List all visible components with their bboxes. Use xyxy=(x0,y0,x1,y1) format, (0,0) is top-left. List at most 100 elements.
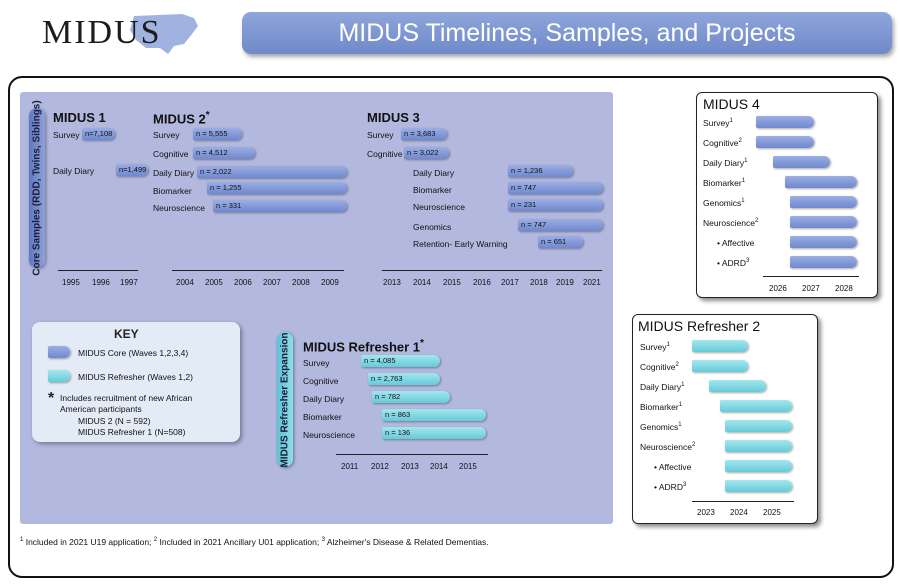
key-core-label: MIDUS Core (Waves 1,2,3,4) xyxy=(78,348,189,358)
refresher2-row-label: Daily Diary1 xyxy=(640,382,685,392)
refresher2-bar xyxy=(725,420,792,432)
midus4-bar xyxy=(790,256,857,268)
midus3-tick: 2016 xyxy=(473,278,491,287)
refresher2-tick: 2025 xyxy=(763,508,781,517)
refresher2-bar xyxy=(692,360,748,372)
midus2-cognitive-bar: n = 4,512 xyxy=(193,147,255,159)
refresher1-cognitive-bar: n = 2,763 xyxy=(368,373,440,385)
midus1-diary-label: Daily Diary xyxy=(53,166,95,176)
midus1-survey-label: Survey xyxy=(53,130,80,140)
midus3-genomics-label: Genomics xyxy=(413,222,452,232)
midus4-row-label: Neuroscience2 xyxy=(703,218,759,228)
core-samples-panel xyxy=(20,92,613,524)
midus4-tick: 2028 xyxy=(835,284,853,293)
refresher1-neuroscience-label: Neuroscience xyxy=(303,430,355,440)
refresher2-bar xyxy=(725,440,792,452)
refresher1-tick: 2015 xyxy=(459,462,477,471)
refresher1-biomarker-label: Biomarker xyxy=(303,412,342,422)
midus4-bar xyxy=(790,196,857,208)
refresher2-row-label: Genomics1 xyxy=(640,422,682,432)
midus2-title: MIDUS 2* xyxy=(153,110,210,127)
key-core-swatch xyxy=(48,346,70,358)
refresher2-tick: 2024 xyxy=(730,508,748,517)
midus4-bar xyxy=(756,116,814,128)
midus2-cognitive-label: Cognitive xyxy=(153,149,189,159)
midus3-biomarker-bar: n = 747 xyxy=(508,182,603,194)
midus3-survey-label: Survey xyxy=(367,130,394,140)
midus1-tick: 1997 xyxy=(120,278,138,287)
midus3-neuroscience-label: Neuroscience xyxy=(413,202,465,212)
refresher2-axis xyxy=(692,501,794,502)
midus3-retention-bar: n = 651 xyxy=(538,236,583,248)
midus-logo: MIDUS xyxy=(42,14,162,51)
midus1-axis xyxy=(58,270,138,271)
midus4-bar xyxy=(773,156,830,168)
midus3-tick: 2013 xyxy=(383,278,401,287)
refresher2-row-label: Biomarker1 xyxy=(640,402,683,412)
refresher1-neuroscience-bar: n = 136 xyxy=(382,427,486,439)
refresher1-title: MIDUS Refresher 1* xyxy=(303,338,424,355)
us-map-logo-icon xyxy=(130,14,198,54)
midus4-row-label: Daily Diary1 xyxy=(703,158,748,168)
refresher-expansion-side-label: MIDUS Refresher Expansion xyxy=(277,332,293,467)
refresher2-bar xyxy=(720,400,792,412)
refresher2-bar xyxy=(709,380,766,392)
midus2-survey-label: Survey xyxy=(153,130,180,140)
refresher1-survey-bar: n = 4,085 xyxy=(361,355,440,367)
core-samples-side-text: Core Samples (RDD, Twins, Siblings) xyxy=(31,100,43,276)
midus3-tick: 2018 xyxy=(530,278,548,287)
refresher2-title: MIDUS Refresher 2 xyxy=(638,318,761,334)
midus4-bar xyxy=(790,236,857,248)
midus4-row-label: • ADRD3 xyxy=(717,258,750,268)
midus2-tick: 2006 xyxy=(234,278,252,287)
midus3-diary-bar: n = 1,236 xyxy=(508,165,573,177)
midus3-tick: 2021 xyxy=(583,278,601,287)
refresher2-row-label: Survey1 xyxy=(640,342,670,352)
refresher2-tick: 2023 xyxy=(697,508,715,517)
midus4-bar xyxy=(756,136,814,148)
midus3-neuroscience-bar: n = 231 xyxy=(508,199,603,211)
midus4-bar xyxy=(790,216,857,228)
key-note-line3: MIDUS 2 (N = 592) xyxy=(78,416,151,426)
midus4-tick: 2026 xyxy=(769,284,787,293)
midus3-tick: 2014 xyxy=(413,278,431,287)
refresher2-row-label: Cognitive2 xyxy=(640,362,679,372)
refresher1-survey-label: Survey xyxy=(303,358,330,368)
midus2-tick: 2004 xyxy=(176,278,194,287)
key-legend xyxy=(32,322,240,442)
midus2-neuroscience-bar: n = 331 xyxy=(213,200,347,212)
midus2-biomarker-label: Biomarker xyxy=(153,186,192,196)
midus4-row-label: Survey1 xyxy=(703,118,733,128)
refresher1-tick: 2014 xyxy=(430,462,448,471)
core-samples-side-label: Core Samples (RDD, Twins, Siblings) xyxy=(29,100,45,276)
midus1-survey-bar: n=7,108 xyxy=(82,128,115,140)
midus2-neuroscience-label: Neuroscience xyxy=(153,203,205,213)
midus2-tick: 2009 xyxy=(321,278,339,287)
key-star: * xyxy=(48,390,55,407)
midus3-survey-bar: n = 3,683 xyxy=(401,128,447,140)
midus4-row-label: Biomarker1 xyxy=(703,178,746,188)
footnote: 1 Included in 2021 U19 application; 2 In… xyxy=(20,537,489,547)
midus4-row-label: • Affective xyxy=(717,238,755,248)
refresher2-row-label: • ADRD3 xyxy=(654,482,687,492)
midus1-tick: 1996 xyxy=(92,278,110,287)
refresher1-cognitive-label: Cognitive xyxy=(303,376,339,386)
midus3-genomics-bar: n = 747 xyxy=(518,219,603,231)
refresher2-bar xyxy=(725,460,792,472)
midus2-biomarker-bar: n = 1,255 xyxy=(207,182,347,194)
midus3-title: MIDUS 3 xyxy=(367,110,420,125)
refresher1-diary-bar: n = 782 xyxy=(372,391,450,403)
refresher2-row-label: Neuroscience2 xyxy=(640,442,696,452)
midus3-cognitive-bar: n = 3,022 xyxy=(404,147,449,159)
refresher1-diary-label: Daily Diary xyxy=(303,394,345,404)
midus2-tick: 2005 xyxy=(205,278,223,287)
refresher2-bar xyxy=(725,480,792,492)
midus3-tick: 2019 xyxy=(556,278,574,287)
midus3-tick: 2017 xyxy=(501,278,519,287)
midus3-retention-label: Retention- Early Warning xyxy=(413,239,508,249)
key-note-line1: Includes recruitment of new African xyxy=(60,393,193,403)
refresher2-bar xyxy=(692,340,748,352)
key-refresher-swatch xyxy=(48,370,70,382)
midus4-bar xyxy=(785,176,857,188)
midus4-row-label: Genomics1 xyxy=(703,198,745,208)
